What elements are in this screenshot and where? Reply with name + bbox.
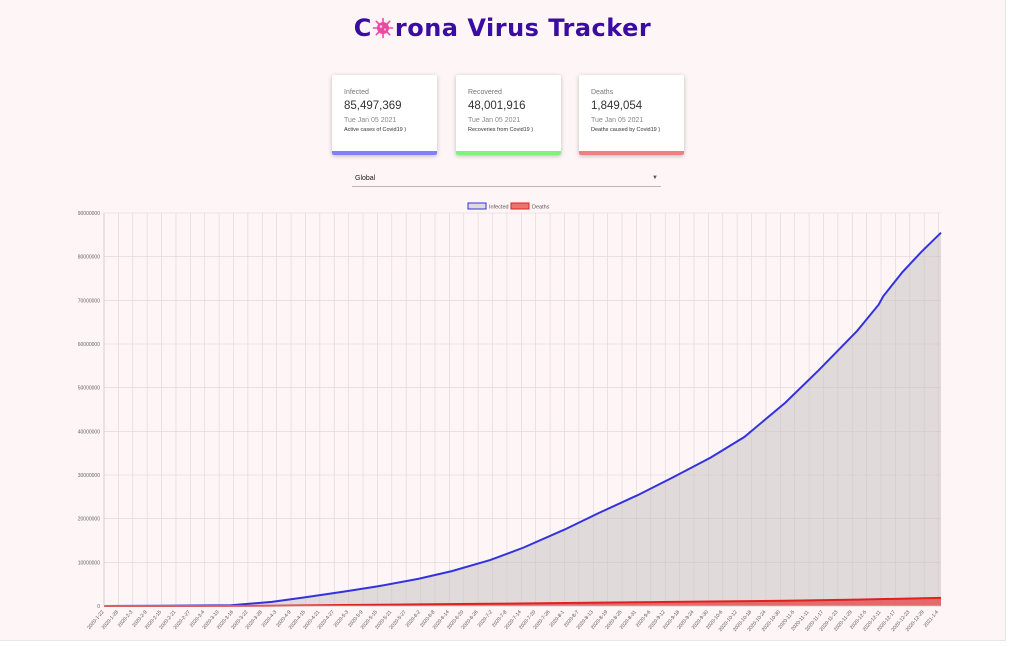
recovered-date: Tue Jan 05 2021 <box>468 117 521 124</box>
y-tick-label: 20000000 <box>78 517 100 523</box>
infected-value: 85,497,369 <box>344 100 402 112</box>
infected-color-bar <box>332 151 437 155</box>
infected-label: Infected <box>344 89 369 96</box>
infected-area <box>104 232 941 606</box>
y-tick-label: 80000000 <box>78 255 100 261</box>
legend-swatch-infected <box>467 202 487 210</box>
y-tick-label: 0 <box>97 604 100 610</box>
recovered-card[interactable]: Recovered 48,001,916 Tue Jan 05 2021 Rec… <box>456 75 561 155</box>
country-select-value: Global <box>355 175 376 182</box>
deaths-date: Tue Jan 05 2021 <box>591 117 644 124</box>
deaths-value: 1,849,054 <box>591 100 643 112</box>
y-tick-label: 30000000 <box>78 473 100 479</box>
chevron-down-icon[interactable]: ▼ <box>652 175 658 181</box>
title-letter-c: C <box>353 14 372 42</box>
deaths-card[interactable]: Deaths 1,849,054 Tue Jan 05 2021 Deaths … <box>579 75 684 155</box>
legend-label-deaths: Deaths <box>532 205 550 211</box>
y-tick-label: 60000000 <box>78 342 100 348</box>
app-title: C rona Virus Tracker <box>0 14 1005 42</box>
recovered-description: Recoveries from Covid19 ) <box>468 127 534 133</box>
infected-card[interactable]: Infected 85,497,369 Tue Jan 05 2021 Acti… <box>332 75 437 155</box>
y-tick-label: 70000000 <box>78 298 100 304</box>
cases-chart: 2020-1-222020-1-282020-2-32020-2-92020-2… <box>78 202 942 633</box>
infected-line <box>103 231 942 607</box>
legend-label-infected: Infected <box>489 205 509 211</box>
virus-icon <box>372 17 394 39</box>
y-tick-label: 50000000 <box>78 386 100 392</box>
y-tick-label: 90000000 <box>78 211 100 217</box>
recovered-value: 48,001,916 <box>468 100 526 112</box>
x-tick-label: 2021-1-4 <box>923 609 941 628</box>
deaths-label: Deaths <box>591 89 614 96</box>
country-select[interactable]: Global ▼ <box>352 172 661 187</box>
recovered-label: Recovered <box>468 89 502 96</box>
title-text: rona Virus Tracker <box>394 14 652 42</box>
infected-date: Tue Jan 05 2021 <box>344 117 397 124</box>
deaths-description: Deaths caused by Covid19 ) <box>591 127 661 133</box>
deaths-color-bar <box>579 151 684 155</box>
recovered-color-bar <box>456 151 561 155</box>
legend-swatch-deaths <box>510 202 530 210</box>
infected-description: Active cases of Covid19 ) <box>344 127 407 133</box>
y-tick-label: 10000000 <box>78 560 100 566</box>
deaths-area <box>104 597 941 606</box>
y-tick-label: 40000000 <box>78 429 100 435</box>
